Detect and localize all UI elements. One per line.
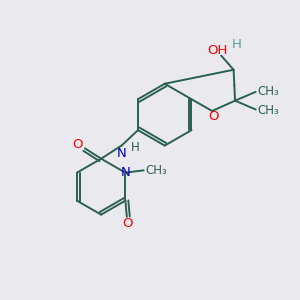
Text: O: O (72, 138, 83, 151)
Text: CH₃: CH₃ (145, 164, 167, 177)
Text: N: N (116, 147, 126, 160)
Text: N: N (121, 166, 131, 179)
Text: CH₃: CH₃ (257, 85, 279, 98)
Text: H: H (232, 38, 242, 51)
Text: O: O (208, 110, 219, 123)
Text: O: O (122, 217, 133, 230)
Text: OH: OH (208, 44, 228, 57)
Text: CH₃: CH₃ (257, 103, 279, 117)
Text: H: H (131, 141, 140, 154)
